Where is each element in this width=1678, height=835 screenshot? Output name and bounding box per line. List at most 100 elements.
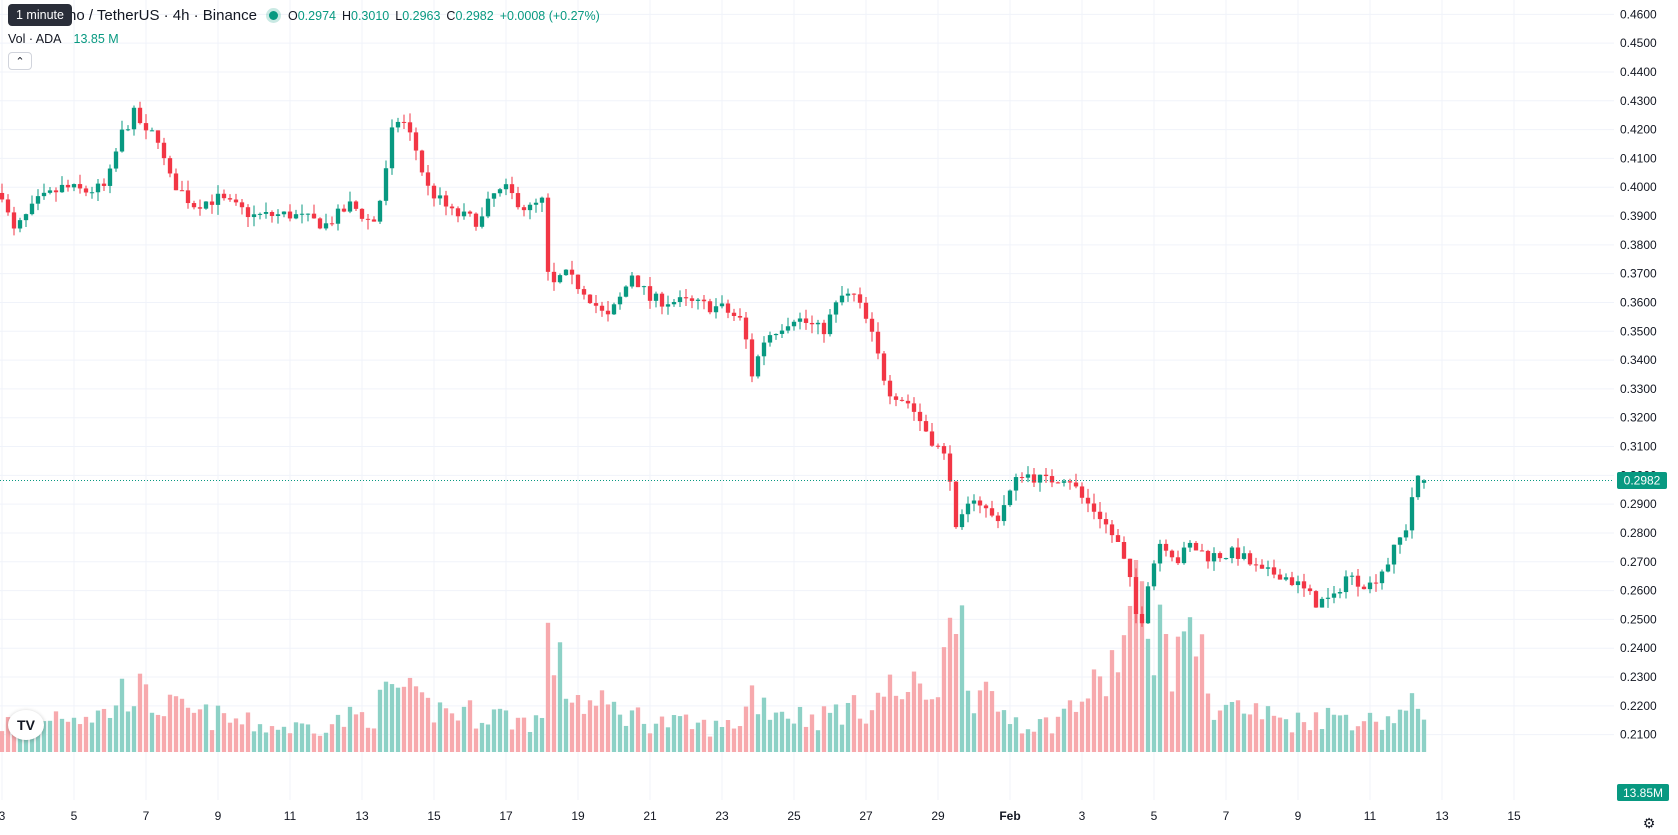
volume-label[interactable]: Vol · ADA: [8, 32, 62, 46]
price-tick-label: 0.2800: [1620, 526, 1657, 540]
volume-bar: [581, 713, 587, 752]
settings-gear-icon[interactable]: ⚙: [1642, 815, 1656, 831]
candle-body: [653, 293, 659, 301]
volume-bar: [827, 712, 833, 752]
candle-body: [569, 269, 575, 275]
volume-bar: [365, 727, 371, 752]
candle-body: [611, 304, 617, 315]
time-tick-label: 25: [787, 809, 801, 823]
volume-bar: [395, 687, 401, 752]
volume-bar: [335, 714, 341, 752]
volume-bar: [725, 720, 731, 752]
candle-body: [311, 213, 317, 219]
chevron-up-icon: ⌃: [15, 55, 25, 68]
candle-body: [1367, 582, 1373, 590]
volume-bar: [401, 686, 407, 752]
symbol-title[interactable]: no / TetherUS · 4h · Binance: [68, 7, 257, 24]
candle-body: [935, 445, 941, 447]
candles: [0, 101, 1427, 627]
volume-bar: [107, 717, 113, 752]
candle-body: [1073, 482, 1079, 487]
volume-bar: [707, 736, 713, 752]
volume-bar: [503, 710, 509, 752]
candle-body: [755, 356, 761, 377]
volume-bar: [1205, 693, 1211, 752]
candle-body: [107, 168, 113, 186]
volume-bar: [1223, 704, 1229, 752]
volume-bar: [845, 702, 851, 752]
candle-body: [563, 269, 569, 276]
volume-bar: [695, 722, 701, 752]
ohlc-low: L0.2963: [395, 8, 441, 23]
volume-bar: [1385, 716, 1391, 752]
volume-bar: [1193, 656, 1199, 752]
price-tick-label: 0.2700: [1620, 555, 1657, 569]
candle-body: [0, 192, 5, 200]
volume-legend[interactable]: Vol · ADA 13.85 M: [8, 32, 119, 46]
volume-bar: [371, 728, 377, 752]
volume-bar: [1091, 669, 1097, 752]
volume-bar: [1235, 700, 1241, 752]
candle-body: [497, 189, 503, 194]
volume-bar: [1115, 672, 1121, 752]
candle-body: [821, 322, 827, 335]
candle-body: [1307, 588, 1313, 592]
candle-body: [329, 223, 335, 225]
price-tick-label: 0.3500: [1620, 324, 1657, 338]
candle-body: [1103, 519, 1109, 525]
volume-bar: [1373, 721, 1379, 752]
volume-bar: [1043, 717, 1049, 752]
symbol-legend[interactable]: no / TetherUS · 4h · Binance O0.2974 H0.…: [8, 7, 600, 24]
volume-bar: [191, 712, 197, 752]
candle-body: [353, 201, 359, 209]
candle-body: [1325, 597, 1331, 599]
volume-bar: [1169, 691, 1175, 752]
price-tick-label: 0.4200: [1620, 123, 1657, 137]
candle-body: [917, 411, 923, 422]
candle-body: [47, 190, 53, 193]
candle-body: [245, 207, 251, 218]
candle-body: [5, 199, 11, 213]
candle-body: [1169, 550, 1175, 558]
volume-bar: [1319, 729, 1325, 752]
candle-body: [185, 190, 191, 204]
candle-body: [695, 299, 701, 301]
candle-body: [437, 195, 443, 199]
candle-body: [1031, 474, 1037, 483]
candle-body: [995, 515, 1001, 522]
volume-bar: [425, 697, 431, 752]
candle-body: [1001, 505, 1007, 522]
collapse-legend-button[interactable]: ⌃: [8, 52, 32, 70]
volume-bar: [317, 735, 323, 752]
volume-bar: [1049, 733, 1055, 752]
candle-body: [581, 289, 587, 295]
volume-bar: [479, 722, 485, 752]
candle-body: [761, 342, 767, 357]
candle-body: [1055, 482, 1061, 484]
volume-bar: [1289, 732, 1295, 752]
volume-bar: [263, 732, 269, 752]
time-tick-label: 3: [0, 809, 6, 823]
volume-bar: [1259, 719, 1265, 752]
volume-bar: [989, 691, 995, 752]
candle-body: [905, 400, 911, 404]
volume-bar: [353, 714, 359, 752]
candle-body: [461, 211, 467, 217]
candle-body: [233, 199, 239, 203]
candle-body: [647, 286, 653, 301]
tradingview-logo-icon[interactable]: TV: [8, 710, 44, 740]
candle-body: [1409, 497, 1415, 531]
volume-bar: [185, 707, 191, 752]
volume-bar: [881, 696, 887, 752]
candle-body: [773, 333, 779, 336]
volume-bar: [833, 704, 839, 752]
volume-bar: [1241, 713, 1247, 752]
volume-bar: [623, 725, 629, 752]
volume-bar: [1025, 729, 1031, 752]
volume-bar: [491, 709, 497, 752]
volume-bar: [149, 712, 155, 752]
volume-bar: [1163, 634, 1169, 752]
candle-body: [623, 286, 629, 297]
price-tick-label: 0.3300: [1620, 382, 1657, 396]
